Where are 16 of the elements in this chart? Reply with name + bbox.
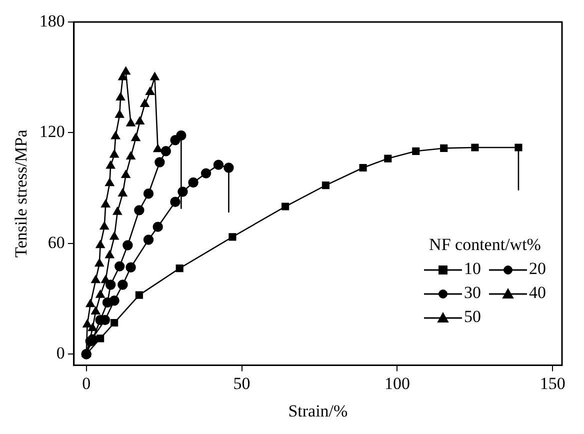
- x-tick-label: 150: [540, 374, 566, 393]
- x-tick-label: 100: [384, 374, 410, 393]
- y-tick-label: 180: [39, 11, 65, 30]
- y-tick-label: 0: [56, 344, 65, 363]
- y-axis-title: Tensile stress/MPa: [12, 129, 31, 258]
- y-tick-label: 60: [48, 232, 65, 252]
- x-axis-title: Strain/%: [288, 401, 348, 420]
- y-tick-label: 120: [39, 122, 65, 142]
- x-tick-label: 50: [233, 374, 250, 393]
- legend-label: 10: [464, 259, 481, 278]
- legend-label: 20: [529, 259, 546, 278]
- legend-label: 30: [464, 283, 481, 302]
- legend-title: NF content/wt%: [428, 234, 542, 256]
- legend-label: 50: [464, 307, 481, 326]
- legend-label: 40: [529, 283, 546, 302]
- x-tick-label: 0: [82, 374, 91, 393]
